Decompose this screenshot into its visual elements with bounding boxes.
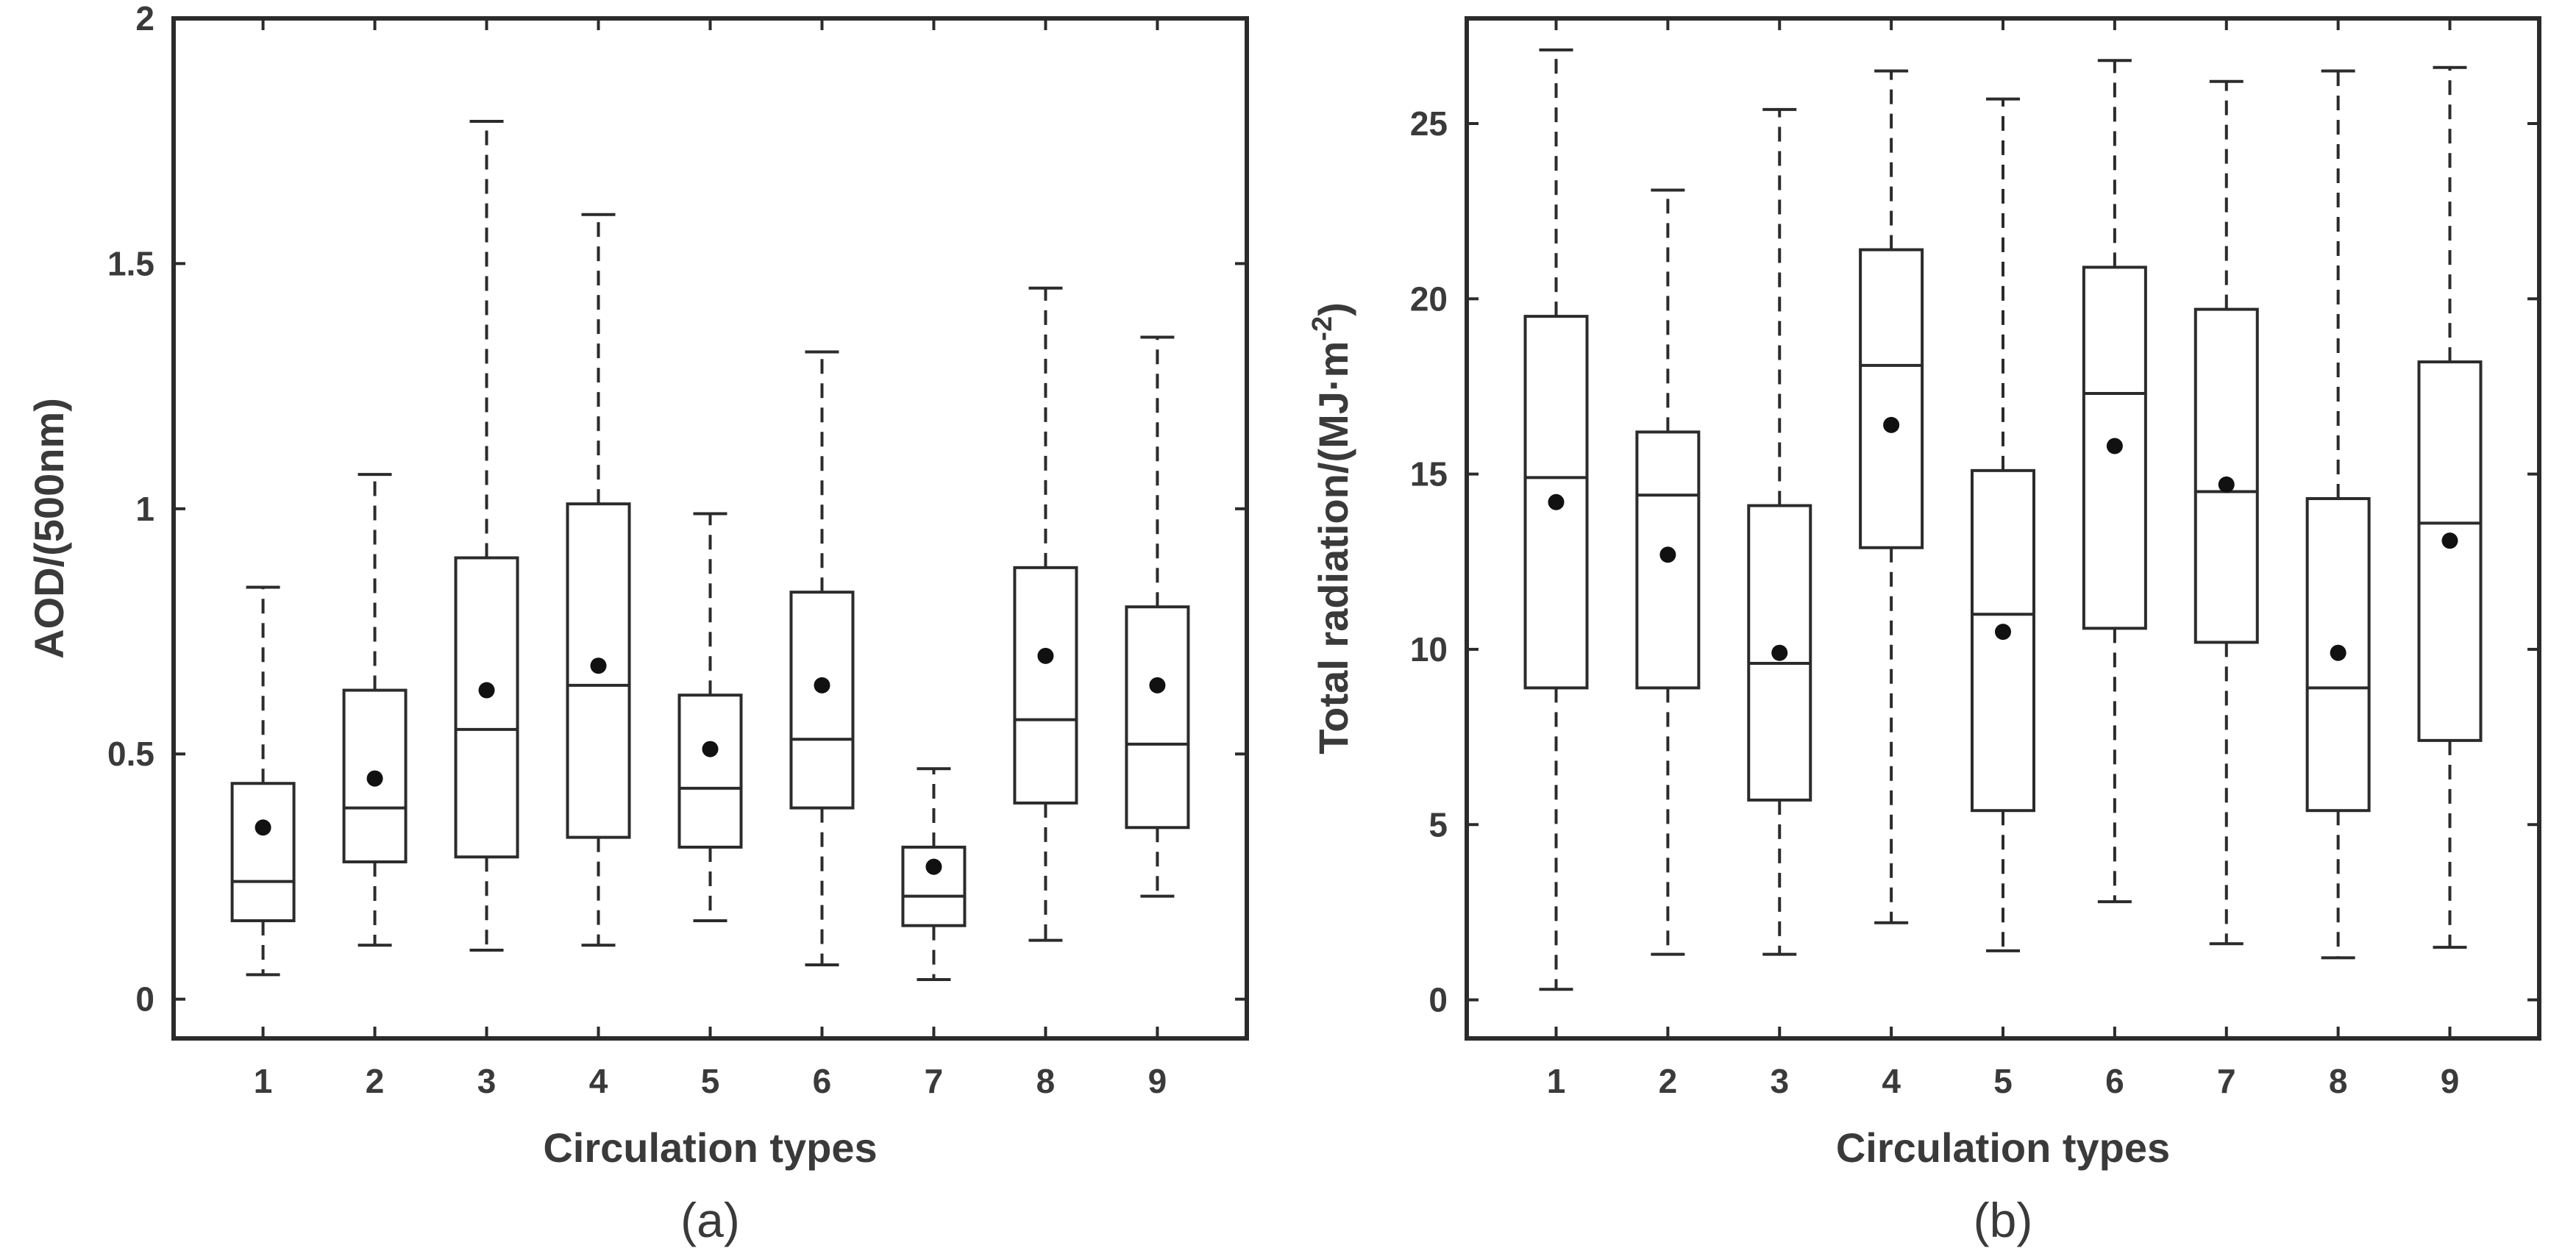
y-axis-title: Total radiation/(MJ·m-2): [1307, 302, 1356, 755]
mean-point: [255, 819, 271, 836]
x-tick-label: 6: [813, 1062, 832, 1100]
x-tick-label: 8: [2329, 1062, 2348, 1100]
y-axis-title-text: Total radiation/(MJ·m: [1310, 341, 1356, 755]
mean-point: [1659, 546, 1676, 563]
x-tick-label: 5: [701, 1062, 720, 1100]
x-axis-title: Circulation types: [1836, 1124, 2170, 1171]
iqr-box: [230, 782, 296, 922]
box-category-8: [1013, 286, 1078, 942]
y-axis-title-superscript: -2: [1307, 316, 1338, 341]
y-tick-label: 20: [1410, 279, 1448, 318]
x-axis-title: Circulation types: [543, 1124, 877, 1171]
y-tick-label: 0: [1428, 981, 1448, 1019]
mean-point: [2218, 476, 2235, 493]
y-tick-label: 25: [1410, 104, 1448, 143]
box-category-6: [789, 350, 855, 966]
x-tick-label: 9: [1148, 1062, 1167, 1100]
x-tick-label: 4: [1882, 1062, 1901, 1100]
y-tick-label: 0.5: [107, 735, 154, 773]
x-tick-label: 7: [925, 1062, 944, 1100]
x-tick-label: 1: [254, 1062, 273, 1100]
mean-point: [814, 677, 830, 693]
mean-point: [1771, 644, 1788, 661]
mean-point: [2441, 532, 2458, 549]
x-tick-label: 3: [1770, 1062, 1789, 1100]
x-tick-label: 7: [2217, 1062, 2236, 1100]
box-category-4: [1859, 69, 1924, 924]
y-axis-title: AOD/(500nm): [26, 398, 72, 659]
box-category-9: [2417, 65, 2483, 949]
box-category-1: [230, 585, 296, 977]
x-tick-label: 5: [1993, 1062, 2013, 1100]
box-category-9: [1125, 335, 1190, 898]
box-category-3: [454, 120, 519, 952]
box-category-6: [2082, 59, 2147, 904]
x-tick-label: 8: [1036, 1062, 1056, 1100]
box-category-7: [901, 767, 967, 981]
x-tick-label: 2: [1659, 1062, 1678, 1100]
box-category-7: [2193, 79, 2259, 946]
box-category-8: [2305, 69, 2371, 960]
iqr-box: [1859, 248, 1924, 549]
y-tick-label: 15: [1410, 455, 1448, 493]
y-tick-label: 10: [1410, 630, 1448, 668]
mean-point: [590, 657, 607, 674]
iqr-box: [901, 845, 967, 927]
iqr-box: [2417, 360, 2483, 742]
x-tick-label: 4: [589, 1062, 608, 1100]
mean-point: [478, 682, 495, 699]
box-category-2: [342, 473, 408, 947]
x-tick-label: 3: [477, 1062, 497, 1100]
iqr-box: [1125, 605, 1190, 830]
panel-label: (b): [1974, 1193, 2033, 1247]
box-category-3: [1747, 107, 1812, 956]
iqr-box: [789, 591, 855, 810]
y-tick-label: 0: [135, 980, 154, 1019]
iqr-box: [2193, 307, 2259, 644]
iqr-box: [677, 693, 743, 849]
panel-label: (a): [680, 1193, 740, 1247]
y-tick-label: 1.5: [107, 244, 154, 282]
mean-point: [2106, 438, 2123, 454]
mean-point: [1548, 493, 1565, 510]
iqr-box: [1013, 566, 1078, 805]
x-tick-label: 9: [2441, 1062, 2460, 1100]
mean-point: [1037, 647, 1054, 664]
mean-point: [1995, 624, 2011, 641]
y-tick-label: 1: [135, 490, 154, 528]
x-tick-label: 6: [2105, 1062, 2124, 1100]
y-axis-title-text: AOD/(500nm): [26, 398, 72, 659]
box-category-5: [1971, 97, 2035, 952]
y-tick-label: 5: [1428, 805, 1448, 844]
box-category-5: [677, 512, 743, 922]
mean-point: [1149, 677, 1166, 693]
mean-point: [2330, 644, 2346, 661]
panel-a-aod-chart: 0 0.5 1 1.5 2 1 2 3 4 5 6 7 8 9 Circulation types AOD/(…: [26, 0, 1249, 1247]
iqr-box: [454, 556, 519, 859]
y-tick-label: 2: [135, 0, 154, 38]
mean-point: [366, 770, 383, 787]
mean-point: [702, 741, 719, 757]
mean-point: [925, 858, 942, 875]
iqr-box: [1971, 468, 2035, 813]
box-category-1: [1523, 48, 1589, 991]
box-category-2: [1635, 188, 1701, 956]
y-axis-title-suffix: ): [1310, 302, 1356, 316]
x-tick-label: 2: [366, 1062, 385, 1100]
mean-point: [1883, 416, 1900, 433]
x-tick-label: 1: [1547, 1062, 1566, 1100]
panel-b-radiation-chart: 0 5 10 15 20 25 1 2 3 4 5 6 7 8 9 Circulation types Tota…: [1307, 16, 2541, 1247]
box-category-4: [566, 213, 631, 947]
